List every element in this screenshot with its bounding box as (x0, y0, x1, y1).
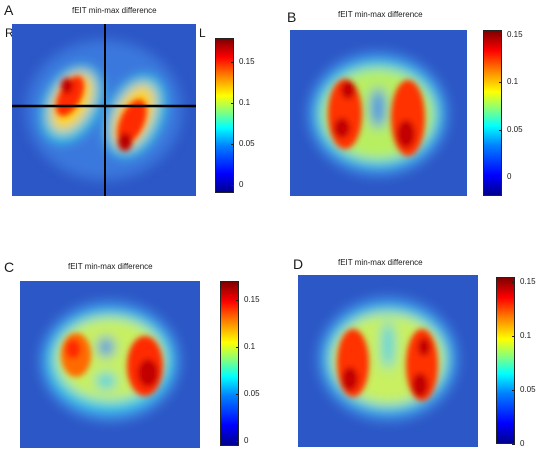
colorbar (483, 30, 502, 196)
colorbar-tick-label: 0.1 (507, 77, 519, 86)
eit-heatmap (20, 281, 200, 448)
colorbar-tick-label: 0 (507, 172, 512, 181)
side-label-left: L (199, 26, 206, 40)
colorbar-tick-mark (512, 444, 515, 445)
colorbar-tick-mark (236, 300, 239, 301)
colorbar-tick-mark (236, 347, 239, 348)
colorbar-tick-label: 0.05 (239, 139, 255, 148)
colorbar-tick-mark (499, 35, 502, 36)
colorbar-tick-mark (231, 103, 234, 104)
colorbar-tick-mark (236, 441, 239, 442)
eit-heatmap (12, 24, 196, 196)
side-label-right: R (5, 26, 14, 40)
panel-title: fEIT min-max difference (338, 258, 423, 267)
colorbar-tick-label: 0 (244, 436, 249, 445)
colorbar-tick-label: 0.05 (520, 385, 536, 394)
colorbar-tick-label: 0.05 (244, 389, 260, 398)
colorbar (215, 38, 234, 193)
colorbar-tick-mark (236, 394, 239, 395)
colorbar-tick-label: 0.1 (239, 98, 251, 107)
colorbar-tick-mark (231, 62, 234, 63)
colorbar-tick-mark (499, 130, 502, 131)
colorbar-tick-mark (231, 185, 234, 186)
colorbar-tick-label: 0.1 (520, 331, 532, 340)
colorbar-tick-mark (512, 336, 515, 337)
colorbar-tick-label: 0.15 (520, 277, 536, 286)
colorbar-tick-label: 0.15 (239, 57, 255, 66)
colorbar-tick-label: 0 (239, 180, 244, 189)
panel-letter: B (287, 9, 297, 25)
colorbar (220, 281, 239, 446)
colorbar-tick-label: 0.1 (244, 342, 256, 351)
colorbar-tick-label: 0.15 (507, 30, 523, 39)
panel-letter: D (293, 256, 304, 272)
colorbar-tick-label: 0.15 (244, 295, 260, 304)
colorbar-tick-mark (499, 82, 502, 83)
colorbar-tick-label: 0.05 (507, 125, 523, 134)
eit-heatmap (290, 30, 467, 196)
colorbar-tick-mark (512, 390, 515, 391)
colorbar-tick-mark (231, 144, 234, 145)
panel-letter: C (4, 259, 15, 275)
eit-heatmap (298, 275, 478, 447)
colorbar (496, 277, 515, 444)
colorbar-tick-mark (499, 177, 502, 178)
colorbar-tick-mark (512, 282, 515, 283)
panel-title: fEIT min-max difference (72, 6, 157, 15)
colorbar-tick-label: 0 (520, 439, 525, 448)
panel-letter: A (4, 2, 14, 18)
panel-title: fEIT min-max difference (68, 262, 153, 271)
panel-title: fEIT min-max difference (338, 10, 423, 19)
